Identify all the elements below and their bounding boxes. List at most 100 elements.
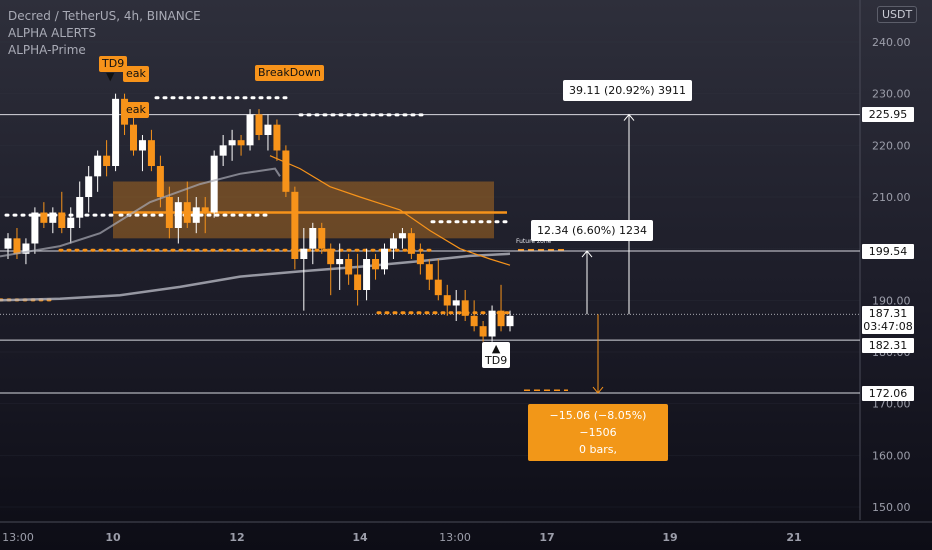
- breakdown-label: BreakDown: [255, 65, 324, 81]
- candle-body: [237, 140, 245, 146]
- break-label-1: eak: [123, 66, 149, 82]
- slow-moving-average: [0, 252, 511, 302]
- candle-body: [452, 300, 460, 306]
- candle-body: [345, 259, 353, 275]
- measure-arrow-down-head: [592, 386, 604, 394]
- candle-body: [300, 248, 308, 259]
- fast-moving-average: [269, 155, 511, 266]
- price-tag-225: 225.95: [862, 107, 914, 122]
- up-candle: [94, 150, 102, 192]
- candle-body: [76, 197, 84, 218]
- candle-body: [389, 238, 397, 249]
- y-tick-label: 190.00: [872, 294, 911, 307]
- price-tag-182: 182.31: [862, 338, 914, 353]
- candle-body: [219, 145, 227, 156]
- measure-label-large: 39.11 (20.92%) 3911: [563, 80, 693, 101]
- down-candle: [407, 228, 415, 259]
- up-candle: [31, 207, 39, 254]
- up-candle: [381, 243, 388, 275]
- down-candle: [103, 140, 111, 177]
- up-candle: [363, 248, 371, 301]
- candle-body: [13, 238, 21, 254]
- td9-top-label: TD9: [99, 56, 128, 72]
- y-tick-label: 210.00: [872, 191, 911, 204]
- candle-body: [103, 155, 111, 166]
- down-candle: [58, 191, 66, 234]
- candle-body: [416, 253, 424, 265]
- time-axis: 13:00 10 12 14 13:00 17 19 21: [0, 521, 932, 544]
- price-tag-199: 199.54: [862, 244, 914, 259]
- down-candle: [255, 109, 263, 141]
- candle-body: [488, 310, 496, 337]
- candle-body: [112, 98, 120, 166]
- candle-body: [165, 197, 173, 228]
- candle-timer: 03:47:08: [863, 320, 913, 333]
- x-tick-label: 10: [105, 531, 121, 544]
- up-candle: [192, 197, 200, 234]
- current-price: 187.31: [868, 307, 908, 320]
- candle-body: [156, 166, 164, 197]
- measure-label-down: −15.06 (−8.05%) −1506 0 bars,: [528, 404, 668, 461]
- indicator-alpha-prime[interactable]: ALPHA-Prime: [8, 43, 86, 57]
- price-tag-current: 187.31 03:47:08: [862, 306, 914, 334]
- down-candle: [318, 222, 326, 254]
- y-tick-label: 230.00: [872, 88, 911, 101]
- y-tick-label: 220.00: [872, 139, 911, 152]
- down-candle: [130, 114, 137, 156]
- up-candle: [389, 233, 397, 259]
- up-candle: [219, 135, 227, 166]
- down-candle: [443, 284, 451, 316]
- down-candle: [201, 197, 209, 234]
- down-candle: [291, 186, 299, 270]
- candle-body: [228, 140, 236, 146]
- measure-down-text: −15.06 (−8.05%) −1506: [549, 409, 647, 439]
- chart-header: Decred / TetherUS, 4h, BINANCE ALPHA ALE…: [8, 8, 201, 59]
- candle-body: [407, 233, 415, 254]
- candle-body: [85, 176, 93, 197]
- price-tag-172: 172.06: [862, 386, 914, 401]
- candles: [4, 93, 514, 342]
- up-candle: [398, 228, 406, 249]
- candle-body: [363, 259, 371, 290]
- y-tick-label: 150.00: [872, 501, 911, 514]
- up-candle: [85, 166, 93, 213]
- candle-body: [201, 207, 209, 213]
- up-candle: [138, 135, 146, 172]
- td9-arrow-down-icon: ▼: [106, 70, 115, 83]
- down-candle: [345, 253, 353, 285]
- measure-label-small: 12.34 (6.60%) 1234: [531, 220, 654, 241]
- down-candle: [416, 243, 424, 275]
- up-candle: [67, 207, 75, 244]
- up-candle: [112, 93, 120, 172]
- up-candle: [228, 129, 236, 161]
- candle-body: [443, 295, 451, 306]
- medium-moving-average: [0, 167, 281, 258]
- candle-body: [273, 124, 281, 151]
- up-candle: [488, 305, 496, 342]
- candle-body: [264, 124, 272, 135]
- candle-body: [291, 191, 299, 259]
- candle-body: [49, 212, 57, 223]
- candle-body: [138, 140, 146, 151]
- down-candle: [434, 259, 442, 301]
- break-label-2: eak: [123, 102, 149, 118]
- candle-body: [282, 150, 290, 192]
- future-zone-label: Future zone: [516, 238, 552, 245]
- currency-unit-button[interactable]: USDT: [877, 6, 918, 23]
- indicator-alpha-alerts[interactable]: ALPHA ALERTS: [8, 26, 97, 40]
- candle-body: [94, 155, 102, 177]
- down-candle: [273, 119, 281, 161]
- down-candle: [425, 259, 433, 290]
- up-candle: [506, 310, 514, 332]
- down-candle: [147, 129, 155, 172]
- down-candle: [237, 135, 245, 156]
- y-tick-label: 240.00: [872, 36, 911, 49]
- candle-body: [40, 212, 48, 223]
- candle-body: [246, 114, 254, 146]
- candle-body: [479, 326, 487, 337]
- price-axis: 150.00160.00170.00180.00190.00200.00210.…: [859, 0, 911, 520]
- candle-body: [434, 279, 442, 296]
- candle-body: [425, 264, 433, 280]
- td9-bottom-label: ▲ TD9: [482, 342, 511, 368]
